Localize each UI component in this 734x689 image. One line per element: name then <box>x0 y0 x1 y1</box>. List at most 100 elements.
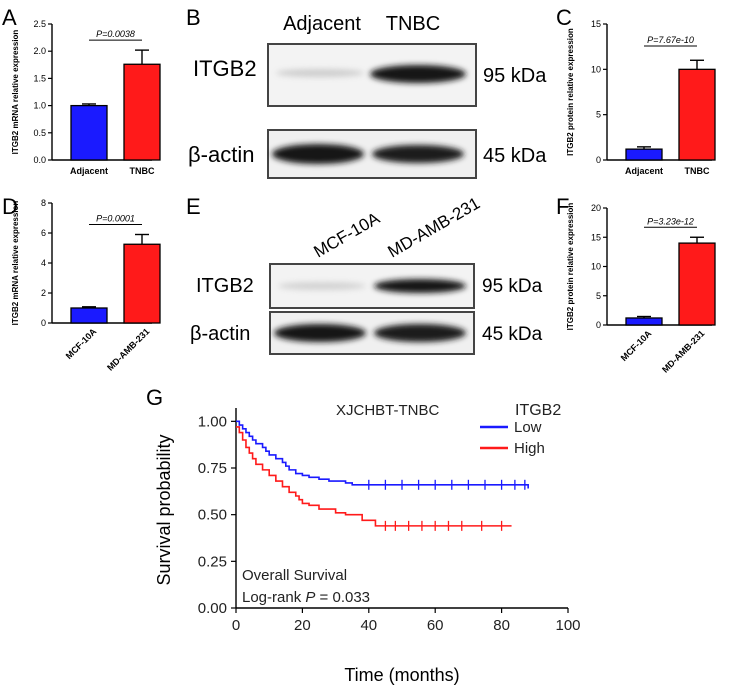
blot-e-row-1-size: 95 kDa <box>482 276 543 297</box>
y-tick-label: 2.5 <box>33 19 46 29</box>
x-tick-label: 60 <box>427 617 444 634</box>
category-label-1: MCF-10A <box>64 326 99 361</box>
category-label-1: Adjacent <box>625 166 663 176</box>
bar-chart-a: 0.0 0.5 1.0 1.5 2.0 2.5 ITGB2 mRNA relative ex… <box>11 19 161 176</box>
legend-label-low: Low <box>514 419 542 436</box>
y-tick-label: 20 <box>591 203 601 213</box>
blot-b-row-1-protein: ITGB2 <box>193 56 257 81</box>
blot-e-lane-label-1: MCF-10A <box>311 208 384 261</box>
y-tick-label: 0.75 <box>198 460 227 477</box>
y-tick-label: 0.0 <box>33 155 46 165</box>
annotation-overall-survival: Overall Survival <box>242 567 347 584</box>
category-label-1: Adjacent <box>70 166 108 176</box>
panel-label-g: G <box>146 385 163 410</box>
y-tick-label: 0.5 <box>33 128 46 138</box>
y-axis-label: ITGB2 mRNA relative expression <box>11 30 20 155</box>
blot-b-lane-label-2: TNBC <box>386 13 440 35</box>
blot-b-row-2-band-1 <box>272 144 364 164</box>
y-tick-label: 15 <box>591 19 601 29</box>
bar-2 <box>678 242 716 326</box>
y-tick-label: 10 <box>591 262 601 272</box>
y-tick-label: 0 <box>41 318 46 328</box>
y-tick-label: 10 <box>591 64 601 74</box>
y-tick-label: 0.50 <box>198 507 227 524</box>
x-tick-label: 0 <box>232 617 240 634</box>
blot-b-row-1-band-2 <box>370 65 466 83</box>
p-value-label: P=3.23e-12 <box>647 216 694 226</box>
category-label-2: MD-AMB-231 <box>660 328 706 374</box>
panel-label-e: E <box>186 194 201 219</box>
blot-e-row-2-band-1 <box>274 324 366 342</box>
x-tick-label: 40 <box>360 617 377 634</box>
y-tick-label: 1.5 <box>33 73 46 83</box>
y-tick-label: 15 <box>591 232 601 242</box>
y-tick-label: 1.0 <box>33 101 46 111</box>
panel-label-a: A <box>2 5 17 30</box>
blot-e-row-1-band-2 <box>374 279 466 293</box>
bar-1 <box>625 317 663 326</box>
y-tick-label: 0.25 <box>198 553 227 570</box>
p-value-label: P=0.0038 <box>96 29 135 39</box>
y-axis-label: ITGB2 mRNA relative expression <box>11 201 20 326</box>
bar-2 <box>678 68 716 161</box>
blot-e-row-1-protein: ITGB2 <box>196 275 254 297</box>
y-axis-label: ITGB2 protein relative expression <box>566 203 575 331</box>
y-tick-label: 2.0 <box>33 46 46 56</box>
blot-e-row-2-band-2 <box>374 324 466 342</box>
y-axis-label: ITGB2 protein relative expression <box>566 28 575 156</box>
x-tick-label: 80 <box>493 617 510 634</box>
y-tick-label: 8 <box>41 198 46 208</box>
y-tick-label: 5 <box>596 110 601 120</box>
blot-e-row-2-size: 45 kDa <box>482 324 543 345</box>
km-curve-high <box>236 426 512 527</box>
blot-b: Adjacent TNBC ITGB2 95 kDa β-actin 45 kD… <box>188 13 547 179</box>
x-tick-label: 100 <box>555 617 580 634</box>
y-tick-label: 2 <box>41 288 46 298</box>
y-tick-label: 1.00 <box>198 413 227 430</box>
y-tick-label: 0 <box>596 320 601 330</box>
bar-1 <box>70 104 108 161</box>
blot-e-lane-label-2: MD-AMB-231 <box>385 194 484 262</box>
panel-label-f: F <box>556 194 569 219</box>
blot-b-row-1-size: 95 kDa <box>483 65 547 87</box>
blot-b-row-1-band-1 <box>276 69 364 77</box>
bar-chart-d: 0 2 4 6 8 ITGB2 mRNA relative expression MCF-1… <box>11 198 161 373</box>
x-axis-label: Time (months) <box>344 665 459 685</box>
blot-e-row-2-protein: β-actin <box>190 323 250 345</box>
bar-1 <box>625 148 663 161</box>
blot-b-row-2-band-2 <box>372 145 464 163</box>
chart-title: XJCHBT-TNBC <box>336 402 440 419</box>
bar-1 <box>70 307 108 324</box>
blot-b-row-2-size: 45 kDa <box>483 145 547 167</box>
category-label-1: MCF-10A <box>619 328 654 363</box>
annotation-logrank-p: P <box>305 589 315 606</box>
km-curve-low <box>236 420 529 489</box>
annotation-logrank: Log-rank P = 0.033 <box>242 589 370 606</box>
category-label-2: MD-AMB-231 <box>105 326 151 372</box>
p-value-label: P=0.0001 <box>96 214 135 224</box>
category-label-2: TNBC <box>685 166 710 176</box>
annotation-logrank-prefix: Log-rank <box>242 589 305 606</box>
y-tick-label: 0 <box>596 155 601 165</box>
panel-label-c: C <box>556 5 572 30</box>
bar-2 <box>123 243 161 324</box>
y-tick-label: 6 <box>41 228 46 238</box>
y-tick-label: 5 <box>596 291 601 301</box>
y-tick-label: 4 <box>41 258 46 268</box>
category-label-2: TNBC <box>130 166 155 176</box>
panel-label-b: B <box>186 5 201 30</box>
y-tick-label: 0.00 <box>198 600 227 617</box>
bar-chart-f: 0 5 10 15 20 ITGB2 protein relative expressio… <box>566 203 716 375</box>
p-value-label: P=7.67e-10 <box>647 35 694 45</box>
x-tick-label: 20 <box>294 617 311 634</box>
panel-label-d: D <box>2 194 18 219</box>
survival-chart-g: 0.00 0.25 0.50 0.75 1.00 0 20 40 60 80 100 Time (mo… <box>154 402 581 685</box>
bar-chart-c: 0 5 10 15 ITGB2 protein relative expression A… <box>566 19 716 176</box>
blot-e: MCF-10A MD-AMB-231 ITGB2 95 kDa β-actin … <box>190 194 543 355</box>
blot-b-row-2-protein: β-actin <box>188 142 254 167</box>
bar-2 <box>123 63 161 161</box>
y-axis-label: Survival probability <box>154 434 174 585</box>
annotation-logrank-value: = 0.033 <box>315 589 370 606</box>
blot-b-lane-label-1: Adjacent <box>283 13 361 35</box>
